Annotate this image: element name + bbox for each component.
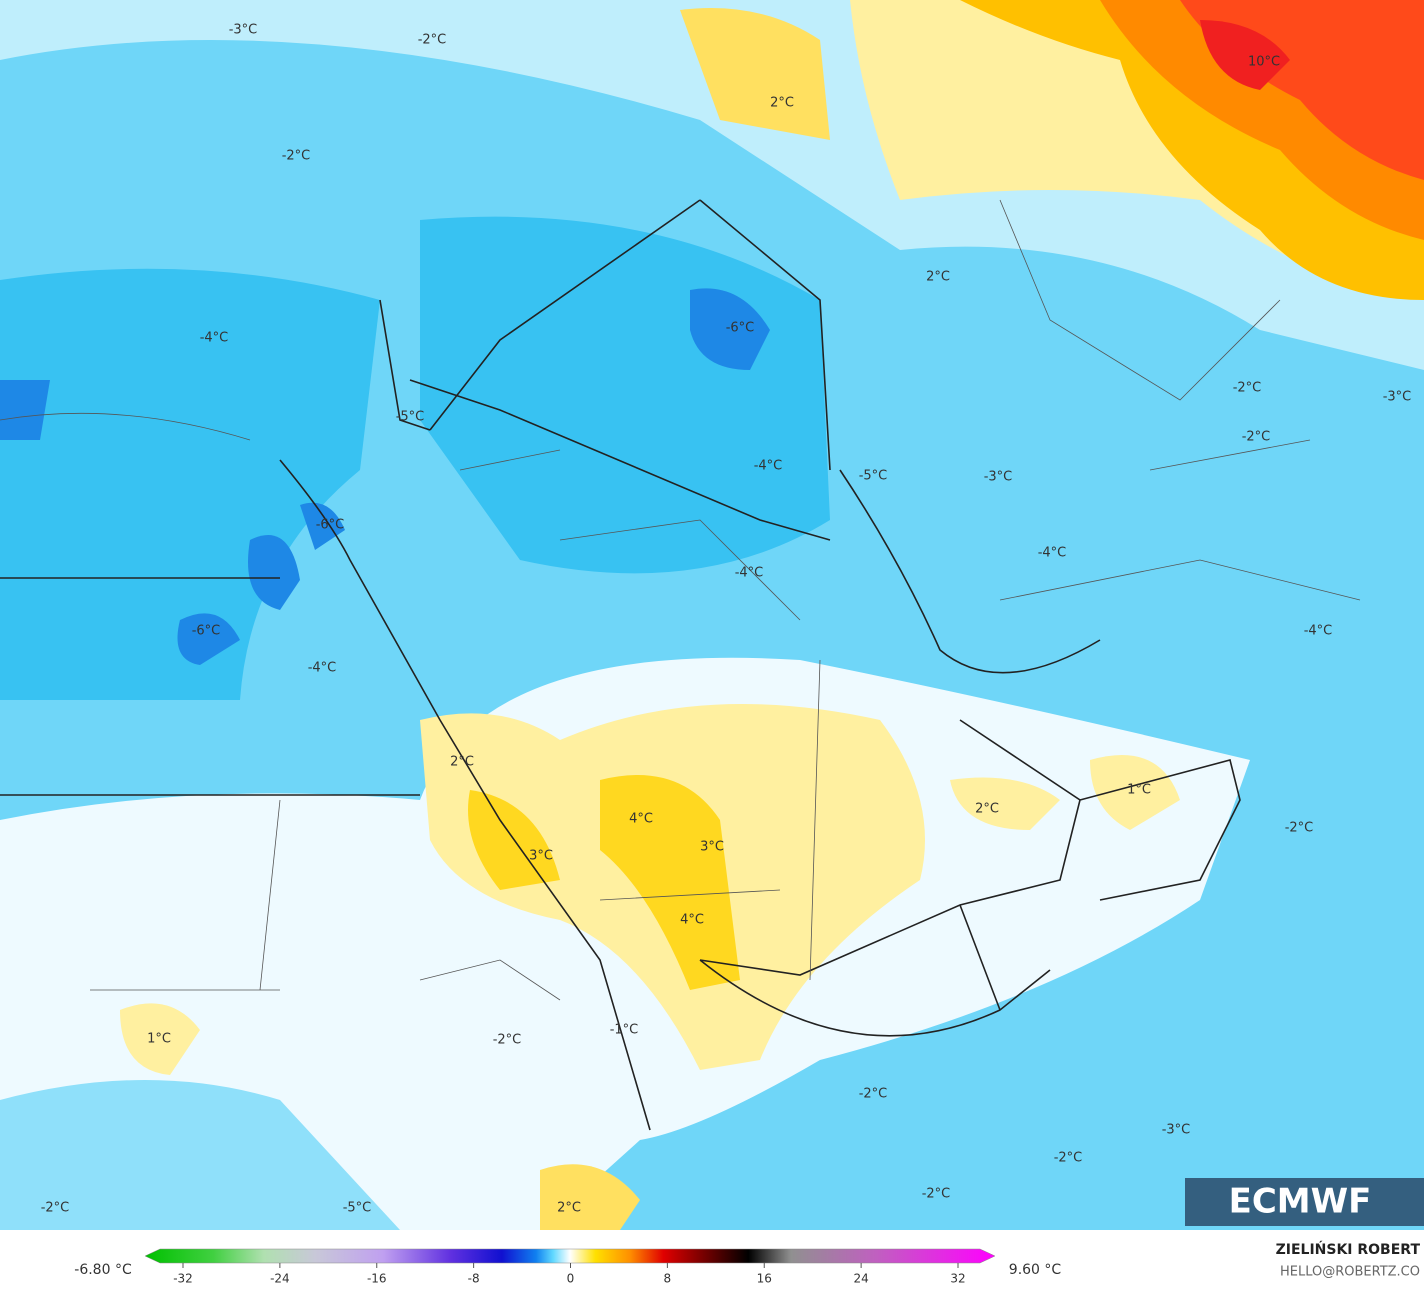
colorbar	[144, 1248, 996, 1264]
min-label: -6.80 °C	[74, 1262, 132, 1278]
colorbar-tick-label: -24	[270, 1272, 290, 1286]
temperature-label: 4°C	[680, 913, 704, 928]
colorbar-tick-label: -16	[367, 1272, 387, 1286]
colorbar-tick-label: 0	[567, 1272, 575, 1286]
logo: ECMWF	[1229, 1182, 1372, 1222]
temperature-label: -2°C	[41, 1201, 70, 1216]
temperature-label: -2°C	[1285, 821, 1314, 836]
temperature-label: -5°C	[859, 469, 888, 484]
temperature-label: -5°C	[396, 410, 425, 425]
colorbar-tick-label: 24	[853, 1272, 868, 1286]
temperature-label: 1°C	[147, 1032, 171, 1047]
temperature-label: -4°C	[308, 661, 337, 676]
temperature-label: 2°C	[557, 1201, 581, 1216]
colorbar-tick-label: -32	[173, 1272, 193, 1286]
temperature-label: 2°C	[975, 802, 999, 817]
temperature-label: -2°C	[1242, 430, 1271, 445]
temperature-label: -2°C	[922, 1187, 951, 1202]
temperature-labels: -3°C -2°C -2°C -4°C -5°C -6°C -6°C -4°C -6°C -4°C…	[41, 23, 1412, 1216]
temperature-label: 1°C	[1127, 783, 1151, 798]
temperature-label: -3°C	[984, 470, 1013, 485]
temperature-label: -5°C	[343, 1201, 372, 1216]
temperature-label: -6°C	[726, 321, 755, 336]
colorbar-tick-label: 8	[664, 1272, 672, 1286]
temperature-label: 10°C	[1248, 55, 1280, 70]
colorbar-tick-label: 32	[950, 1272, 965, 1286]
colorbar-tick-label: 16	[757, 1272, 772, 1286]
temperature-label: -2°C	[1054, 1151, 1083, 1166]
temperature-label: 2°C	[450, 755, 474, 770]
colorbar-tick-label: -8	[468, 1272, 480, 1286]
temperature-label: 4°C	[629, 812, 653, 827]
temperature-label: -4°C	[735, 566, 764, 581]
temperature-label: -2°C	[493, 1033, 522, 1048]
email: HELLO@ROBERTZ.CO	[1280, 1265, 1420, 1280]
temperature-label: -4°C	[1038, 546, 1067, 561]
temperature-label: -2°C	[859, 1087, 888, 1102]
temperature-label: -4°C	[1304, 624, 1333, 639]
temperature-label: -1°C	[610, 1023, 639, 1038]
temperature-label: 2°C	[926, 270, 950, 285]
temperature-label: -3°C	[1383, 390, 1412, 405]
temperature-label: -2°C	[282, 149, 311, 164]
temperature-label: 3°C	[529, 849, 553, 864]
temperature-label: -4°C	[200, 331, 229, 346]
author: ZIELIŃSKI ROBERT	[1276, 1240, 1421, 1258]
logo-box	[1185, 1178, 1424, 1226]
temperature-label: -2°C	[418, 33, 447, 48]
temperature-label: -6°C	[192, 624, 221, 639]
temperature-label: 2°C	[770, 96, 794, 111]
max-label: 9.60 °C	[1009, 1262, 1062, 1278]
temperature-label: -2°C	[1233, 381, 1262, 396]
temperature-label: -4°C	[754, 459, 783, 474]
temperature-label: -3°C	[1162, 1123, 1191, 1138]
temperature-label: 3°C	[700, 840, 724, 855]
map	[0, 0, 1424, 1230]
temperature-label: -3°C	[229, 23, 258, 38]
temperature-label: -6°C	[316, 518, 345, 533]
